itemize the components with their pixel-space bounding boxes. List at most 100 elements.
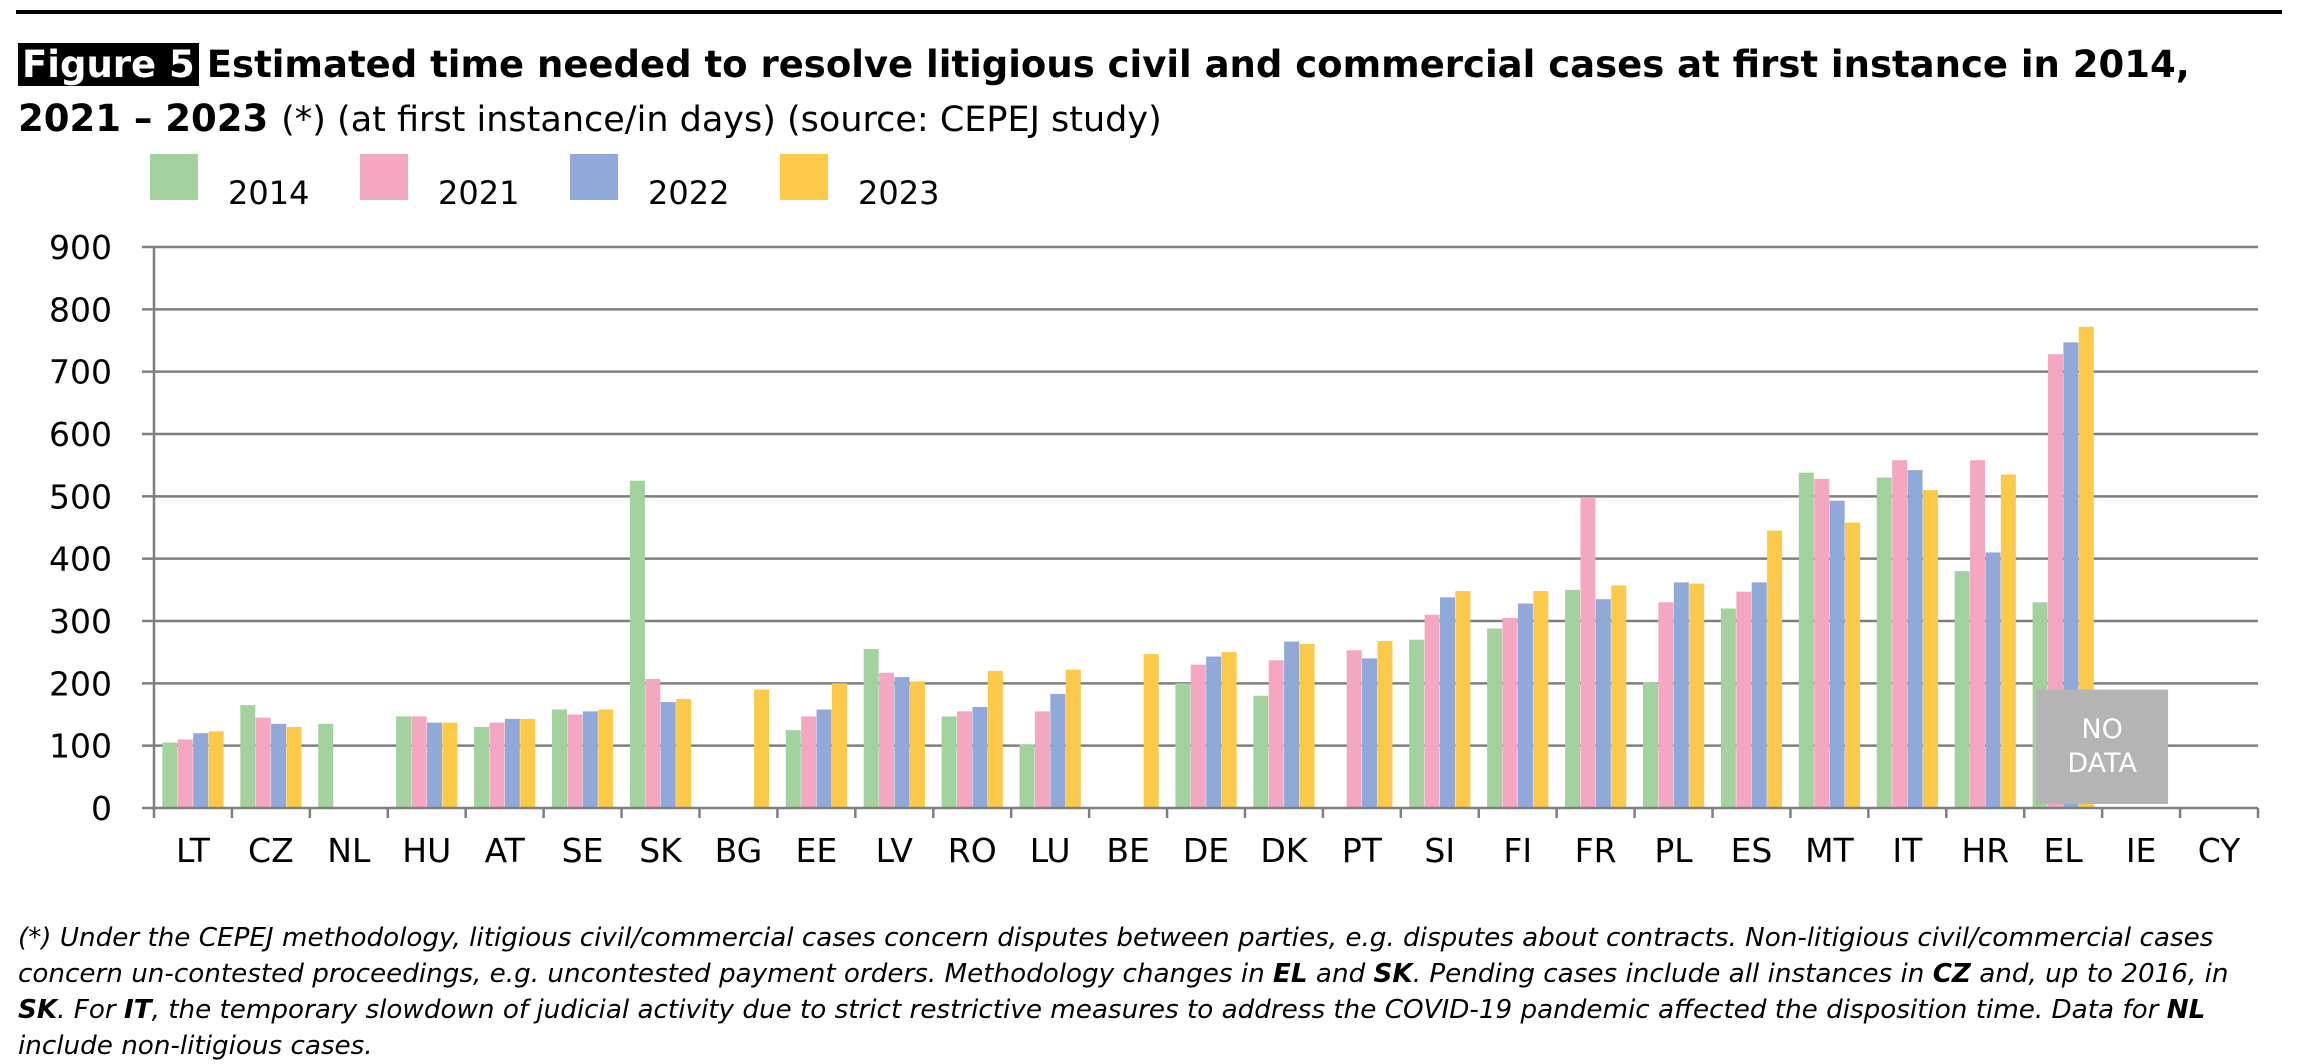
bar-lv-2022	[894, 677, 910, 808]
bar-es-2021	[1736, 591, 1752, 808]
footnote-text-6: , the temporary slowdown of judicial act…	[151, 995, 2167, 1025]
x-tick-label-ro: RO	[948, 831, 997, 870]
legend-label-2014: 2014	[228, 174, 310, 212]
bar-hr-2021	[1970, 460, 1986, 808]
bar-sk-2023	[676, 698, 692, 808]
no-data-box	[2036, 689, 2169, 804]
bar-cz-2021	[255, 717, 271, 808]
footnote-text-7: include non-litigious cases.	[18, 1031, 373, 1061]
footnote-text-1: (*) Under the CEPEJ methodology, litigio…	[18, 923, 2214, 989]
bar-lu-2021	[1034, 711, 1050, 808]
x-tick-label-lu: LU	[1030, 831, 1071, 870]
bar-se-2023	[598, 709, 614, 808]
bar-es-2023	[1767, 530, 1783, 808]
x-tick-label-fr: FR	[1575, 831, 1617, 870]
bar-de-2021	[1190, 664, 1206, 808]
legend-swatch-2023	[780, 154, 828, 200]
bar-mt-2014	[1798, 472, 1814, 808]
x-tick-label-bg: BG	[715, 831, 763, 870]
bar-lt-2022	[193, 733, 209, 808]
bar-hu-2023	[442, 722, 458, 808]
bar-fi-2023	[1533, 591, 1549, 808]
bar-fr-2014	[1565, 589, 1581, 808]
bar-lu-2023	[1065, 669, 1081, 808]
bar-fr-2022	[1595, 599, 1611, 808]
axes	[142, 245, 2260, 818]
x-tick-label-lt: LT	[176, 831, 211, 870]
y-tick-label: 700	[49, 353, 112, 392]
y-tick-label: 600	[49, 415, 112, 454]
bar-ee-2021	[801, 716, 817, 808]
bar-pt-2022	[1362, 658, 1378, 808]
legend-label-2021: 2021	[438, 174, 520, 212]
no-data-label-line1: NO	[2081, 714, 2122, 745]
bar-ee-2023	[831, 683, 847, 808]
bar-lu-2014	[1019, 744, 1035, 808]
bar-pl-2023	[1689, 583, 1705, 808]
x-tick-label-hu: HU	[402, 831, 451, 870]
x-tick-label-be: BE	[1106, 831, 1150, 870]
footnote-key-sk: SK	[1373, 959, 1413, 989]
bar-sk-2022	[660, 702, 676, 808]
bar-lv-2021	[879, 672, 895, 808]
bar-mt-2023	[1845, 522, 1861, 808]
legend-label-2022: 2022	[648, 174, 730, 212]
bar-cz-2023	[286, 726, 302, 808]
bar-hu-2014	[396, 716, 412, 808]
bar-pl-2014	[1642, 682, 1658, 808]
bar-cz-2014	[240, 705, 256, 808]
x-tick-label-el: EL	[2044, 831, 2084, 870]
bar-fr-2023	[1611, 585, 1627, 808]
x-tick-label-fi: FI	[1503, 831, 1532, 870]
bar-se-2014	[551, 709, 567, 808]
x-tick-label-pl: PL	[1654, 831, 1693, 870]
bar-pl-2021	[1658, 602, 1674, 808]
bar-de-2014	[1175, 683, 1191, 808]
footnote-text-2: and	[1307, 959, 1374, 989]
bar-de-2023	[1221, 652, 1237, 808]
x-tick-label-it: IT	[1892, 831, 1923, 870]
y-tick-label: 500	[49, 477, 112, 516]
x-tick-label-es: ES	[1731, 831, 1773, 870]
x-tick-label-at: AT	[485, 831, 526, 870]
bar-si-2014	[1409, 639, 1425, 808]
bar-ro-2022	[972, 707, 988, 808]
legend-label-2023: 2023	[858, 174, 940, 212]
bar-ee-2014	[785, 730, 801, 808]
footnote-key-nl: NL	[2166, 995, 2206, 1025]
bar-si-2021	[1424, 614, 1440, 808]
bar-mt-2021	[1814, 478, 1830, 808]
title-note: (*) (at first instance/in days) (source:…	[281, 100, 1162, 140]
bar-it-2023	[1922, 490, 1938, 808]
x-tick-label-sk: SK	[639, 831, 683, 870]
bar-dk-2014	[1253, 695, 1269, 808]
footnote-key-cz: CZ	[1932, 959, 1971, 989]
bars	[162, 326, 2169, 808]
bar-it-2022	[1907, 470, 1923, 808]
bar-es-2022	[1751, 582, 1767, 808]
footnote: (*) Under the CEPEJ methodology, litigio…	[18, 920, 2284, 1064]
bar-lt-2021	[177, 739, 193, 808]
legend-swatch-2022	[570, 154, 618, 200]
footnote-key-sk-2: SK	[18, 995, 58, 1025]
bar-dk-2022	[1284, 641, 1300, 808]
y-tick-label: 900	[49, 228, 112, 267]
x-tick-label-nl: NL	[327, 831, 371, 870]
title-main: Estimated time needed to resolve litigio…	[18, 43, 2190, 140]
bar-at-2021	[489, 722, 505, 808]
x-tick-label-ee: EE	[796, 831, 838, 870]
footnote-text-5: . For	[57, 995, 124, 1025]
bar-it-2014	[1876, 477, 1892, 808]
bar-fi-2022	[1517, 603, 1533, 808]
bar-ro-2023	[987, 670, 1003, 808]
footnote-key-it: IT	[123, 995, 152, 1025]
no-data-label-line2: DATA	[2067, 748, 2137, 779]
bar-fi-2021	[1502, 617, 1518, 808]
footnote-key-el: EL	[1273, 959, 1308, 989]
bar-it-2021	[1892, 460, 1908, 808]
x-tick-label-pt: PT	[1342, 831, 1383, 870]
x-tick-label-se: SE	[562, 831, 604, 870]
bar-lt-2014	[162, 742, 178, 808]
bar-hr-2023	[2000, 474, 2016, 808]
bar-lt-2023	[208, 731, 224, 808]
